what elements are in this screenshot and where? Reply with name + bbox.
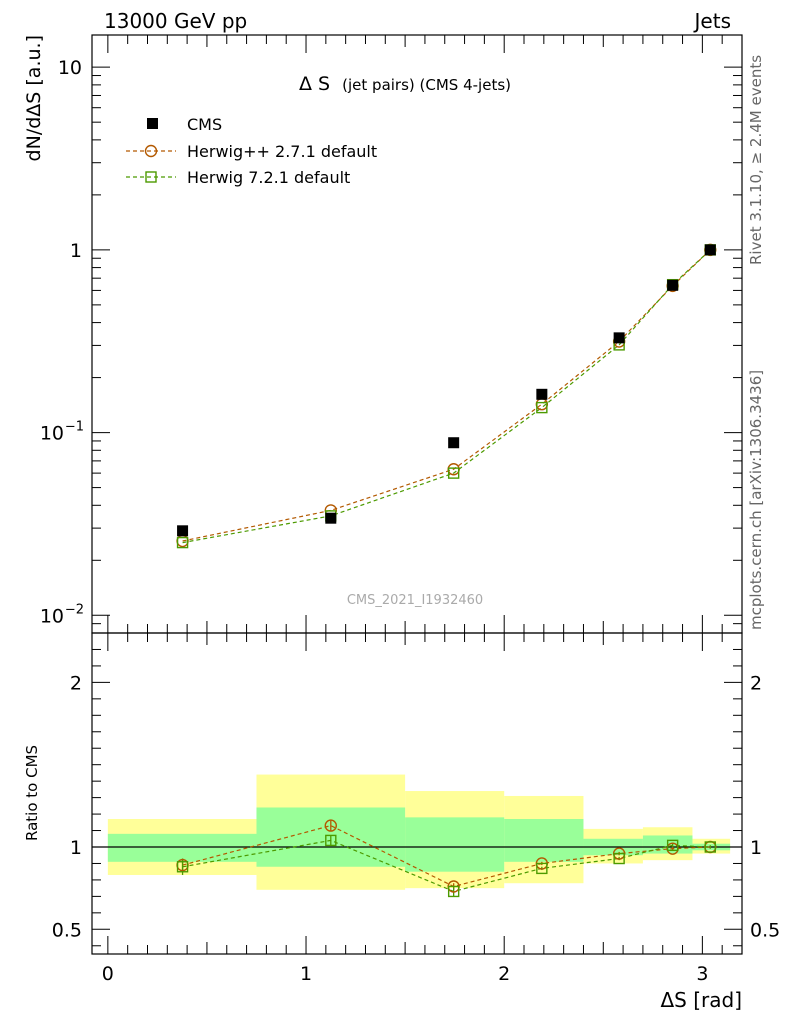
ratio-band-inner bbox=[504, 819, 584, 862]
legend-cms-marker bbox=[147, 118, 158, 129]
ratio-axis-ticks: 0 1 2 3 0.5 0.5 1 1 2 2 bbox=[52, 632, 780, 985]
x-tick-label: 0 bbox=[102, 963, 114, 985]
plot-title-main: Δ S bbox=[299, 73, 330, 95]
mcplots-side-label: mcplots.cern.ch [arXiv:1306.3436] bbox=[747, 370, 765, 630]
plot-title-sub: (jet pairs) (CMS 4-jets) bbox=[342, 76, 511, 94]
ratio-herwig7-point bbox=[704, 841, 716, 853]
cms-point bbox=[704, 244, 716, 256]
ratio-herwig7-point bbox=[666, 839, 679, 852]
ratio-herwig7-point bbox=[613, 852, 625, 865]
rivet-side-label: Rivet 3.1.10, ≥ 2.4M events bbox=[747, 55, 765, 265]
x-tick-label: 2 bbox=[498, 963, 510, 985]
ratio-y-tick-label-right: 1 bbox=[750, 837, 762, 859]
main-y-tick-exponent: −1 bbox=[65, 420, 84, 435]
ratio-band-inner bbox=[107, 833, 257, 862]
cms-point bbox=[536, 388, 548, 400]
ratio-herwig7-point bbox=[447, 885, 460, 898]
cms-point bbox=[177, 525, 189, 537]
legend-cms-label: CMS bbox=[187, 115, 222, 134]
ratio-herwig7-point bbox=[536, 862, 548, 875]
ratio-y-axis-label: Ratio to CMS bbox=[23, 745, 41, 841]
herwig7-point bbox=[176, 536, 189, 549]
ratio-y-tick-label: 1 bbox=[70, 837, 82, 859]
ratio-frame bbox=[91, 632, 743, 955]
main-y-axis-label: dN/dΔS [a.u.] bbox=[23, 35, 45, 161]
x-axis-label: ΔS [rad] bbox=[660, 988, 742, 1012]
ratio-herwig7-point bbox=[176, 861, 189, 873]
main-series bbox=[176, 243, 717, 549]
header-left-label: 13000 GeV pp bbox=[104, 9, 247, 33]
ratio-y-tick-label-right: 0.5 bbox=[750, 919, 780, 941]
main-y-tick-label: 10 bbox=[40, 605, 64, 627]
ratio-series bbox=[176, 819, 717, 898]
ratio-herwig7-point bbox=[325, 834, 337, 847]
x-tick-label: 1 bbox=[300, 963, 312, 985]
watermark: CMS_2021_I1932460 bbox=[347, 593, 483, 608]
ratio-band-inner bbox=[405, 817, 505, 872]
legend-herwigpp-marker bbox=[144, 144, 158, 158]
plot-title: Δ S (jet pairs) (CMS 4-jets) bbox=[299, 73, 511, 95]
herwig7-line bbox=[182, 249, 711, 544]
cms-point bbox=[667, 279, 679, 291]
cms-point bbox=[448, 437, 460, 449]
legend-herwigpp-label: Herwig++ 2.7.1 default bbox=[187, 142, 377, 161]
cms-point bbox=[325, 512, 337, 524]
herwig7-point bbox=[447, 467, 460, 479]
main-y-tick-label: 10 bbox=[40, 423, 64, 445]
ratio-y-tick-label-right: 2 bbox=[750, 672, 762, 694]
ratio-y-tick-label: 0.5 bbox=[52, 919, 82, 941]
ratio-y-tick-label: 2 bbox=[70, 672, 82, 694]
x-tick-label: 3 bbox=[696, 963, 708, 985]
legend-herwig7-label: Herwig 7.2.1 default bbox=[187, 168, 350, 187]
header-right-label: Jets bbox=[693, 9, 731, 33]
main-y-tick-label: 1 bbox=[70, 240, 82, 262]
cms-point bbox=[613, 332, 625, 344]
herwigpp-line bbox=[182, 249, 711, 542]
main-y-tick-label: 10 bbox=[58, 57, 82, 79]
ratio-herwigpp-point bbox=[324, 819, 337, 832]
legend: CMS Herwig++ 2.7.1 default Herwig 7.2.1 … bbox=[126, 115, 377, 187]
main-y-tick-exponent: −2 bbox=[65, 602, 84, 617]
ratio-bands bbox=[107, 774, 731, 890]
legend-herwig7-marker bbox=[145, 171, 157, 183]
herwig7-point bbox=[536, 401, 548, 414]
